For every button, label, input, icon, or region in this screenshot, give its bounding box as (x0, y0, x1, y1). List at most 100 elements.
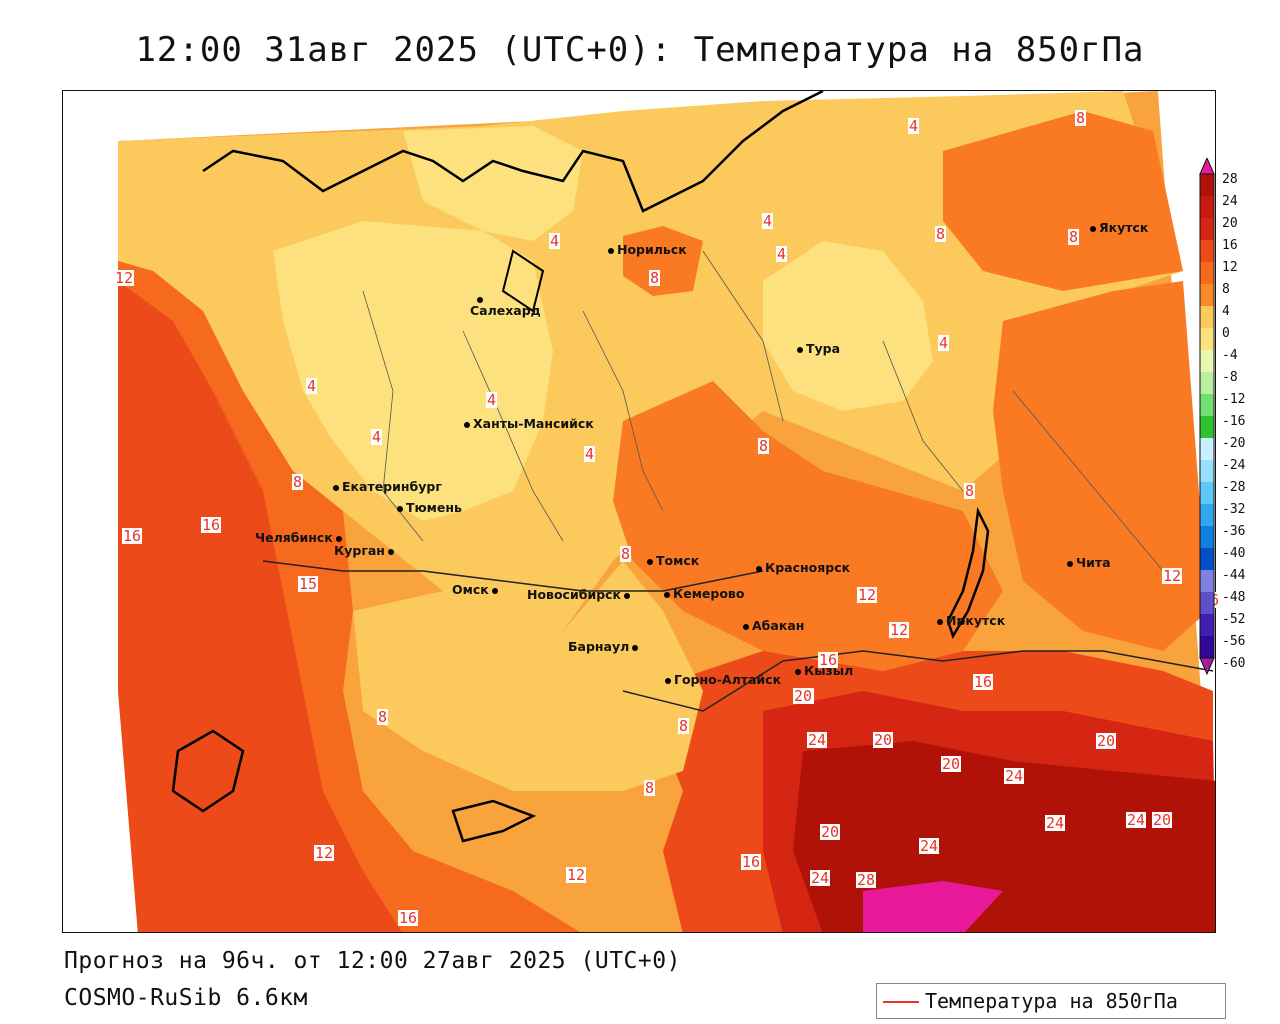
colorbar-tick: -36 (1222, 524, 1246, 539)
contour-label: 16 (741, 853, 762, 871)
city-marker: Челябинск (255, 530, 345, 545)
city-marker: Курган (334, 543, 397, 558)
city-dot-icon (491, 587, 498, 594)
issyk-kul (451, 799, 537, 843)
contour-label: 16 (973, 673, 994, 691)
city-marker: Омск (452, 582, 501, 597)
contour-label: 24 (1126, 811, 1147, 829)
contour-label: 24 (807, 731, 828, 749)
city-marker: Красноярск (756, 560, 850, 575)
colorbar-tick: -12 (1222, 392, 1246, 407)
contour-label: 4 (762, 212, 774, 230)
country-border (262, 560, 764, 592)
contour-label: 16 (398, 909, 419, 927)
colorbar-tick: -24 (1222, 458, 1246, 473)
city-marker: Иркутск (937, 613, 1005, 628)
contour-label: 8 (644, 779, 656, 797)
contour-label: 4 (938, 334, 950, 352)
city-dot-icon (624, 592, 631, 599)
contour-label: 12 (889, 621, 910, 639)
city-marker: Новосибирск (527, 587, 633, 602)
contour-label: 4 (908, 117, 920, 135)
contour-label: 12 (857, 586, 878, 604)
contour-label: 4 (776, 245, 788, 263)
city-marker: Тюмень (397, 500, 462, 515)
map-area[interactable] (62, 90, 1216, 933)
colorbar-tick: 24 (1222, 194, 1238, 209)
colorbar-tick: 20 (1222, 216, 1238, 231)
region-8-12-e (993, 281, 1208, 651)
colorbar-tick: 0 (1222, 326, 1230, 341)
colorbar-tick: -16 (1222, 414, 1246, 429)
colorbar-tick: -32 (1222, 502, 1246, 517)
colorbar-bottom-arrow (1199, 657, 1215, 676)
region-0-4-tura (763, 241, 933, 411)
region-4-8-s (353, 561, 703, 791)
colorbar-tick: -20 (1222, 436, 1246, 451)
colorbar-tick: -56 (1222, 634, 1246, 649)
colorbar-tick: 8 (1222, 282, 1230, 297)
city-dot-icon (797, 346, 803, 353)
contour-label: 16 (122, 527, 143, 545)
contour-label: 8 (620, 545, 632, 563)
city-marker: Тура (797, 341, 840, 356)
city-marker: Чита (1067, 555, 1111, 570)
colorbar-top-arrow (1199, 158, 1215, 175)
city-marker: Кызыл (795, 663, 853, 678)
arctic-coastline (202, 91, 824, 213)
contour-label: 20 (820, 823, 841, 841)
contour-label: 12 (566, 866, 587, 884)
city-label: Салехард (470, 303, 541, 318)
contour-label: 24 (1004, 767, 1025, 785)
contour-label: 8 (377, 708, 389, 726)
colorbar-tick: 12 (1222, 260, 1238, 275)
colorbar-tick: 28 (1222, 172, 1238, 187)
contour-label: 8 (1075, 109, 1087, 127)
city-dot-icon (477, 296, 483, 303)
city-dot-icon (1067, 560, 1073, 567)
city-dot-icon (795, 668, 801, 675)
contour-label: 12 (314, 844, 335, 862)
forecast-info: Прогноз на 96ч. от 12:00 27авг 2025 (UTC… (64, 948, 681, 974)
colorbar-tick: 4 (1222, 304, 1230, 319)
city-marker (477, 291, 486, 306)
colorbar-tick: -52 (1222, 612, 1246, 627)
contour-label: 8 (935, 225, 947, 243)
region-8-12-central (613, 381, 1003, 671)
legend: Температура на 850гПа (876, 983, 1226, 1019)
contour-label: 12 (1162, 567, 1183, 585)
city-marker: Горно-Алтайск (665, 672, 781, 687)
ob-gulf (501, 249, 545, 313)
city-dot-icon (335, 535, 342, 542)
contour-label: 15 (298, 575, 319, 593)
colorbar-tick: -8 (1222, 370, 1238, 385)
region-boundaries (362, 250, 1164, 572)
colorbar-tick: -40 (1222, 546, 1246, 561)
contour-label: 16 (818, 651, 839, 669)
contour-label: 24 (1045, 814, 1066, 832)
contour-label: 8 (678, 717, 690, 735)
region-0-4-west (273, 221, 553, 521)
contour-label: 20 (793, 687, 814, 705)
contour-label: 8 (649, 269, 661, 287)
lake-balkhash (171, 729, 245, 813)
contour-label: 20 (873, 731, 894, 749)
city-marker: Абакан (743, 618, 804, 633)
region-16-20-w (118, 281, 402, 932)
region-8-12-ne (943, 111, 1183, 291)
colorbar-tick: -4 (1222, 348, 1238, 363)
contour-label: 8 (758, 437, 770, 455)
contour-label: 28 (856, 871, 877, 889)
colorbar-tick: -28 (1222, 480, 1246, 495)
region-0-4-north (403, 126, 583, 241)
colorbar-tick: -60 (1222, 656, 1246, 671)
city-dot-icon (664, 591, 670, 598)
colorbar-tick: -44 (1222, 568, 1246, 583)
city-dot-icon (397, 505, 403, 512)
contour-label: 4 (549, 232, 561, 250)
legend-label: Температура на 850гПа (925, 989, 1178, 1013)
country-border-mongolia (622, 650, 1214, 712)
contour-label: 12 (114, 269, 135, 287)
city-marker: Ханты-Мансийск (464, 416, 594, 431)
contour-label: 20 (1152, 811, 1173, 829)
